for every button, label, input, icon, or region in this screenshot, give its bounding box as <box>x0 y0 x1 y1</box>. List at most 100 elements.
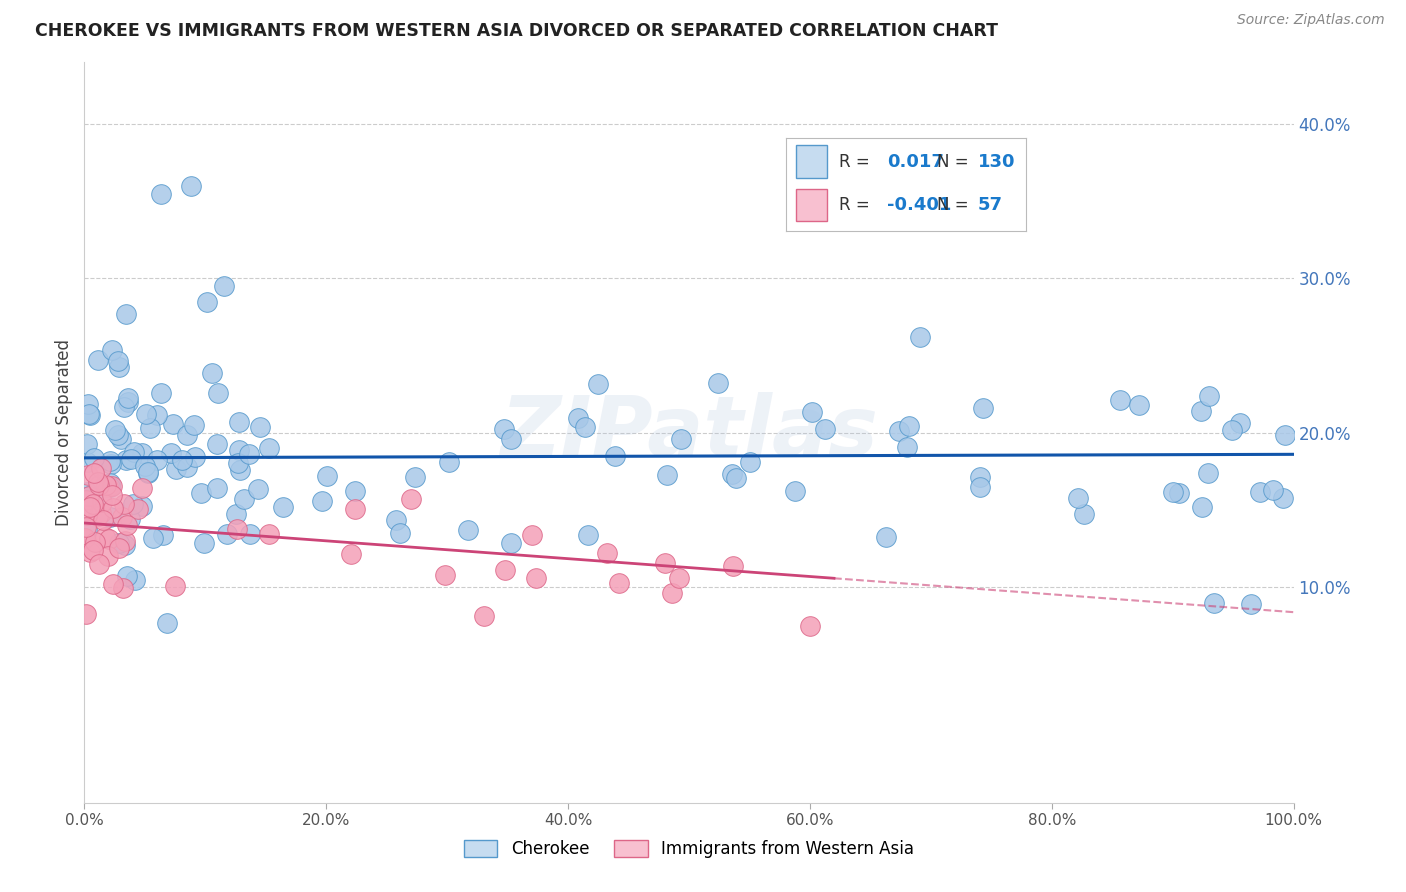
Point <box>257 441 280 455</box>
Point <box>107 353 129 368</box>
Point <box>75 532 97 546</box>
Point <box>404 470 426 484</box>
Point <box>89 557 111 571</box>
Point <box>138 466 160 480</box>
Point <box>1204 596 1226 610</box>
Point <box>76 437 98 451</box>
Point <box>972 401 994 416</box>
Point <box>131 499 153 513</box>
Point <box>721 558 744 573</box>
Point <box>384 513 406 527</box>
Point <box>110 432 132 446</box>
Point <box>76 523 98 537</box>
Point <box>135 407 157 421</box>
Point <box>205 481 228 495</box>
Point <box>90 461 112 475</box>
Point <box>586 377 609 392</box>
Point <box>134 458 156 473</box>
Point <box>472 608 495 623</box>
Point <box>150 386 173 401</box>
Point <box>100 479 122 493</box>
Text: ZIPatlas: ZIPatlas <box>501 392 877 473</box>
Point <box>98 510 121 524</box>
Point <box>434 568 457 582</box>
Point <box>501 432 523 446</box>
Point <box>98 475 121 490</box>
Point <box>101 500 124 515</box>
Point <box>131 445 153 459</box>
Point <box>114 452 136 467</box>
Point <box>228 442 250 457</box>
Point <box>567 411 589 425</box>
Point <box>214 279 236 293</box>
Point <box>439 454 461 468</box>
Point <box>801 405 824 419</box>
Point <box>87 477 110 491</box>
Point <box>76 484 98 499</box>
Text: 130: 130 <box>977 153 1015 171</box>
Point <box>176 460 198 475</box>
Legend: Cherokee, Immigrants from Western Asia: Cherokee, Immigrants from Western Asia <box>457 833 921 864</box>
Point <box>162 417 184 432</box>
Point <box>112 497 135 511</box>
Point <box>228 416 250 430</box>
Point <box>1220 423 1243 437</box>
Point <box>136 465 159 479</box>
Point <box>1271 491 1294 506</box>
Point <box>114 400 136 414</box>
Point <box>112 581 135 595</box>
Point <box>122 497 145 511</box>
Point <box>897 418 920 433</box>
Point <box>83 467 105 481</box>
Point <box>76 397 98 411</box>
Point <box>494 422 516 436</box>
Point <box>340 547 363 561</box>
Point <box>142 532 165 546</box>
Point <box>108 536 131 550</box>
Point <box>97 480 120 494</box>
Point <box>1198 389 1220 403</box>
Point <box>574 420 596 434</box>
Point <box>184 450 207 465</box>
Point <box>145 408 167 422</box>
Point <box>1108 393 1130 408</box>
Point <box>814 422 837 436</box>
Point <box>229 463 252 477</box>
Point <box>82 497 104 511</box>
Point <box>111 510 134 524</box>
Point <box>107 427 129 442</box>
Text: CHEROKEE VS IMMIGRANTS FROM WESTERN ASIA DIVORCED OR SEPARATED CORRELATION CHART: CHEROKEE VS IMMIGRANTS FROM WESTERN ASIA… <box>35 22 998 40</box>
Point <box>150 186 173 201</box>
Point <box>75 492 97 507</box>
Point <box>100 343 122 357</box>
Point <box>522 528 544 542</box>
Point <box>706 376 728 390</box>
Point <box>225 507 247 521</box>
Point <box>180 178 202 193</box>
Point <box>316 469 339 483</box>
Point <box>114 538 136 552</box>
Point <box>1274 427 1296 442</box>
Point <box>98 532 121 546</box>
Text: -0.401: -0.401 <box>887 195 950 214</box>
Point <box>100 457 122 471</box>
Point <box>238 447 260 461</box>
Point <box>77 407 100 421</box>
Point <box>740 455 762 469</box>
Point <box>226 456 249 470</box>
Point <box>908 329 931 343</box>
Point <box>875 530 897 544</box>
Point <box>190 486 212 500</box>
Bar <box>796 189 827 221</box>
Point <box>233 491 256 506</box>
Point <box>596 546 619 560</box>
Point <box>76 455 98 469</box>
Text: 0.017: 0.017 <box>887 153 943 171</box>
Text: Source: ZipAtlas.com: Source: ZipAtlas.com <box>1237 13 1385 28</box>
Point <box>118 512 141 526</box>
Point <box>98 454 121 468</box>
Point <box>201 366 224 380</box>
Point <box>152 528 174 542</box>
Point <box>115 569 138 583</box>
Point <box>1229 416 1251 430</box>
